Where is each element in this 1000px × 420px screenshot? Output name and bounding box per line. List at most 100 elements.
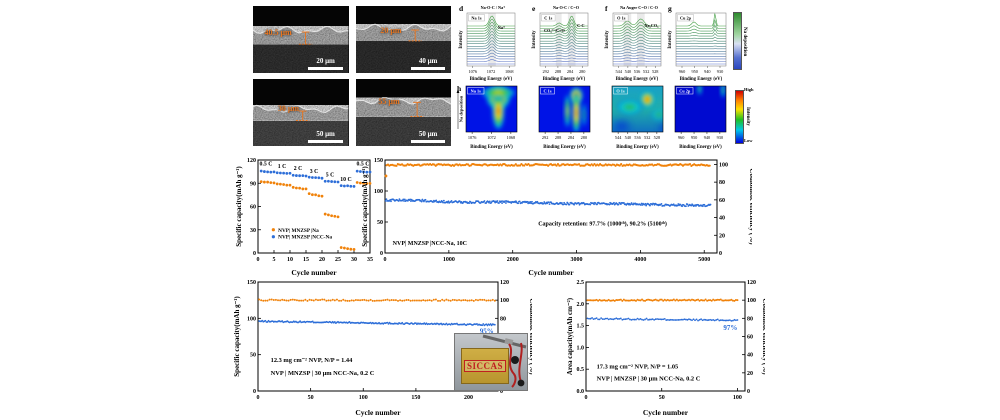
xps-waterfall-g: Cu 2p g 960 950 940 930 Binding Energy (eV) Int… [667, 3, 729, 81]
svg-text:940: 940 [704, 135, 710, 140]
svg-text:50: 50 [659, 395, 665, 401]
svg-text:950: 950 [691, 135, 697, 140]
svg-text:0: 0 [500, 389, 503, 395]
xps-waterfall-e: C 1s e Na-O-C / C=O CO₃²⁻/C=O C-C 292 288 284 28… [531, 3, 591, 81]
colorbar-deposition [733, 12, 742, 70]
xps-heatmap-c1s: C 1s 292 288 284 280 Binding Energy (eV) [531, 84, 593, 150]
svg-text:5 C: 5 C [326, 172, 335, 178]
svg-text:Specific capacity(mAh g⁻¹): Specific capacity(mAh g⁻¹) [233, 296, 241, 377]
svg-text:2000: 2000 [507, 257, 519, 263]
svg-text:CO₃²⁻/C=O: CO₃²⁻/C=O [544, 28, 566, 33]
svg-text:2.5: 2.5 [577, 280, 585, 286]
colorbar-high-label: High [744, 87, 754, 92]
svg-text:0.0: 0.0 [577, 389, 585, 395]
svg-text:Na 1s: Na 1s [471, 89, 481, 94]
svg-text:120: 120 [500, 280, 509, 286]
svg-text:60: 60 [747, 335, 753, 341]
svg-text:80: 80 [747, 316, 753, 322]
svg-text:100: 100 [247, 316, 256, 322]
svg-text:90: 90 [250, 181, 256, 187]
svg-text:60: 60 [719, 198, 725, 204]
svg-text:1 C: 1 C [278, 164, 287, 170]
scale-bar-label: 20 μm [316, 57, 335, 66]
long-cycling-chart: 0 1000 2000 3000 4000 5000 0 50 100 150 0 20 40 60 80 1… [360, 155, 756, 277]
svg-text:100: 100 [500, 298, 509, 304]
scale-bar-label: 50 μm [418, 130, 438, 139]
svg-text:930: 930 [717, 69, 723, 74]
svg-text:100: 100 [374, 189, 383, 195]
scale-bar: 50 μm [410, 130, 446, 143]
svg-text:50: 50 [308, 395, 314, 401]
svg-text:532: 532 [643, 69, 649, 74]
svg-text:100: 100 [359, 395, 368, 401]
colorbar-low-label: Low [744, 138, 753, 143]
svg-text:Binding Energy (eV): Binding Energy (eV) [616, 145, 659, 150]
xps-waterfall-f: O 1s f Na Auger C=O / C-O Na₂CO₃ 544 540 536 53… [604, 3, 664, 81]
svg-text:3000: 3000 [571, 257, 583, 263]
svg-text:12.3 mg cm⁻² NVP, N/P = 1.44: 12.3 mg cm⁻² NVP, N/P = 1.44 [271, 357, 353, 364]
svg-text:17.3 mg cm⁻² NVP, N/P = 1.05: 17.3 mg cm⁻² NVP, N/P = 1.05 [597, 363, 679, 370]
svg-text:288: 288 [555, 135, 561, 140]
svg-text:930: 930 [717, 135, 723, 140]
svg-text:0: 0 [253, 389, 256, 395]
svg-text:200: 200 [464, 395, 473, 401]
xps-heatmap-na1s: Na 1s h 1076 1072 1068 Binding Energy (eV) Na … [456, 84, 520, 150]
svg-text:Na⁺: Na⁺ [498, 25, 505, 30]
svg-text:Binding Energy (eV): Binding Energy (eV) [679, 145, 722, 150]
svg-text:50: 50 [377, 220, 383, 226]
svg-text:60: 60 [250, 205, 256, 211]
pouch-cell-body: SICCAS [461, 348, 509, 384]
svg-text:NVP| MNZSP |NCC-Na, 10C: NVP| MNZSP |NCC-Na, 10C [393, 241, 467, 247]
svg-text:284: 284 [568, 135, 575, 140]
svg-text:20: 20 [747, 371, 753, 377]
sem-micrograph [253, 79, 349, 146]
svg-text:150: 150 [374, 158, 383, 164]
svg-text:80: 80 [719, 180, 725, 186]
svg-text:292: 292 [542, 135, 548, 140]
svg-text:Binding Energy (eV): Binding Energy (eV) [470, 77, 513, 81]
svg-text:288: 288 [555, 69, 561, 74]
svg-text:532: 532 [644, 135, 650, 140]
svg-text:0: 0 [747, 389, 750, 395]
svg-text:1068: 1068 [507, 135, 516, 140]
svg-text:950: 950 [691, 69, 697, 74]
svg-text:4000: 4000 [634, 257, 646, 263]
svg-text:540: 540 [625, 135, 631, 140]
svg-text:Na deposition: Na deposition [459, 95, 464, 122]
svg-text:150: 150 [411, 395, 420, 401]
svg-text:NVP| MNZSP |Na: NVP| MNZSP |Na [278, 228, 319, 234]
svg-text:1.0: 1.0 [577, 345, 585, 351]
svg-text:Binding Energy (eV): Binding Energy (eV) [616, 77, 659, 81]
svg-text:Cycle number: Cycle number [528, 268, 574, 277]
svg-text:NVP| MNZSP |NCC-Na: NVP| MNZSP |NCC-Na [278, 235, 332, 241]
svg-text:20: 20 [719, 233, 725, 239]
sem-micrograph [253, 6, 349, 73]
svg-text:50: 50 [250, 353, 256, 359]
svg-text:Capacity retention: 97.7% (100: Capacity retention: 97.7% (1000ᵗʰ), 90.2… [538, 221, 667, 228]
svg-text:544: 544 [616, 69, 623, 74]
svg-text:120: 120 [747, 280, 756, 286]
svg-text:g: g [668, 4, 672, 13]
svg-text:35: 35 [367, 257, 373, 263]
svg-text:f: f [605, 4, 608, 13]
svg-text:d: d [459, 4, 464, 13]
svg-text:1072: 1072 [487, 69, 496, 74]
svg-text:95%: 95% [480, 328, 494, 336]
xps-heatmap-o1s: O 1s 544 540 536 532 528 Binding Energy (eV) [604, 84, 666, 150]
pouch-cycling-chart-2: 0 50 100 0.0 0.5 1.0 1.5 2.0 2.5 0 20 40 60 80 100 120 C… [565, 277, 769, 417]
svg-text:0: 0 [380, 251, 383, 257]
svg-text:Na₂CO₃: Na₂CO₃ [644, 23, 659, 28]
svg-text:Intensity: Intensity [668, 30, 673, 49]
svg-text:1076: 1076 [468, 69, 477, 74]
svg-text:536: 536 [634, 69, 641, 74]
svg-text:Cycle number: Cycle number [355, 408, 401, 417]
colorbar-intensity [735, 90, 744, 144]
svg-text:30: 30 [250, 228, 256, 234]
xps-waterfall-d: Na 1s d Na-O-C / Na⁺ Na⁺ 1076 1072 1068 Binding… [458, 3, 518, 81]
xps-heatmap-cu2p: Cu 2p 960 950 940 930 Binding Energy (eV) [667, 84, 729, 150]
svg-text:0: 0 [253, 251, 256, 257]
svg-text:0: 0 [257, 395, 260, 401]
svg-text:100: 100 [733, 395, 742, 401]
pouch-cell-photo: SICCAS [454, 333, 528, 391]
sem-grid: 40.5 μm 20 μm 20 μm 40 μm 30 μm 50 μm 55… [253, 6, 451, 146]
